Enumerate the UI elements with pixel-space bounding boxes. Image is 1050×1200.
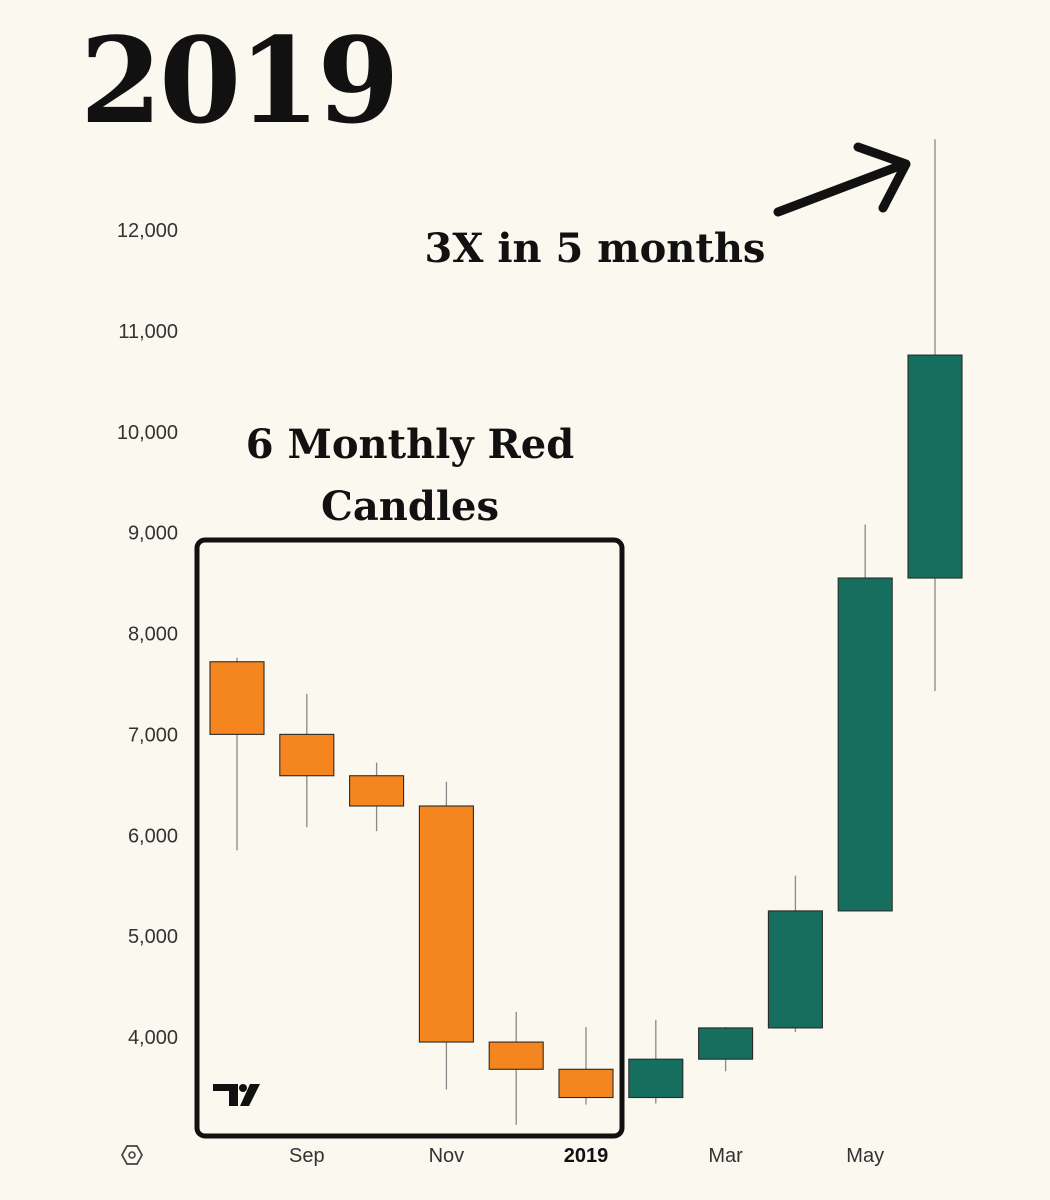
box-label-line1: 6 Monthly Red — [246, 421, 574, 468]
candle — [209, 657, 265, 851]
box-label-line2: Candles — [321, 483, 499, 530]
candle — [767, 875, 823, 1032]
candle-body-down — [279, 733, 335, 777]
x-tick-label: May — [846, 1145, 884, 1167]
y-tick-label: 4,000 — [128, 1027, 178, 1049]
candle — [349, 762, 405, 832]
candle — [907, 139, 963, 691]
x-tick-label: Sep — [289, 1145, 325, 1167]
candle — [837, 524, 893, 912]
hexagon-settings-icon[interactable] — [120, 1145, 144, 1165]
candle-body-up — [837, 577, 893, 912]
candle — [418, 781, 474, 1090]
x-tick-label: Nov — [429, 1145, 465, 1167]
arrow-label: 3X in 5 months — [425, 225, 766, 272]
candle — [558, 1026, 614, 1105]
candle-body-up — [698, 1027, 754, 1060]
y-tick-label: 5,000 — [128, 926, 178, 948]
arrow-icon — [773, 142, 911, 217]
x-axis: Sep Nov 2019 Mar May — [289, 1145, 884, 1167]
page-title: 2019 — [80, 11, 399, 150]
candle-body-down — [209, 661, 265, 735]
candle — [628, 1019, 684, 1104]
x-tick-label: Mar — [708, 1145, 743, 1167]
y-tick-label: 10,000 — [117, 422, 178, 444]
y-tick-label: 7,000 — [128, 724, 178, 746]
candle-body-down — [558, 1068, 614, 1099]
candle — [698, 1026, 754, 1072]
candle-body-down — [488, 1041, 544, 1070]
tradingview-logo — [213, 1084, 260, 1106]
x-tick-label: 2019 — [564, 1145, 609, 1167]
candle-body-up — [767, 910, 823, 1029]
candle — [279, 694, 335, 828]
y-tick-label: 12,000 — [117, 220, 178, 242]
y-tick-label: 8,000 — [128, 624, 178, 646]
candle-body-down — [349, 775, 405, 807]
y-tick-label: 11,000 — [118, 321, 178, 343]
y-tick-label: 9,000 — [128, 523, 178, 545]
candle-body-up — [907, 354, 963, 579]
candle-body-up — [628, 1058, 684, 1099]
red-candles-highlight-box — [194, 537, 625, 1139]
y-tick-label: 6,000 — [128, 825, 178, 847]
candle-body-down — [418, 805, 474, 1043]
candles-layer — [209, 139, 963, 1125]
y-axis: 4,000 5,000 6,000 7,000 8,000 9,000 10,000 11,0… — [117, 220, 178, 1049]
candle — [488, 1011, 544, 1125]
